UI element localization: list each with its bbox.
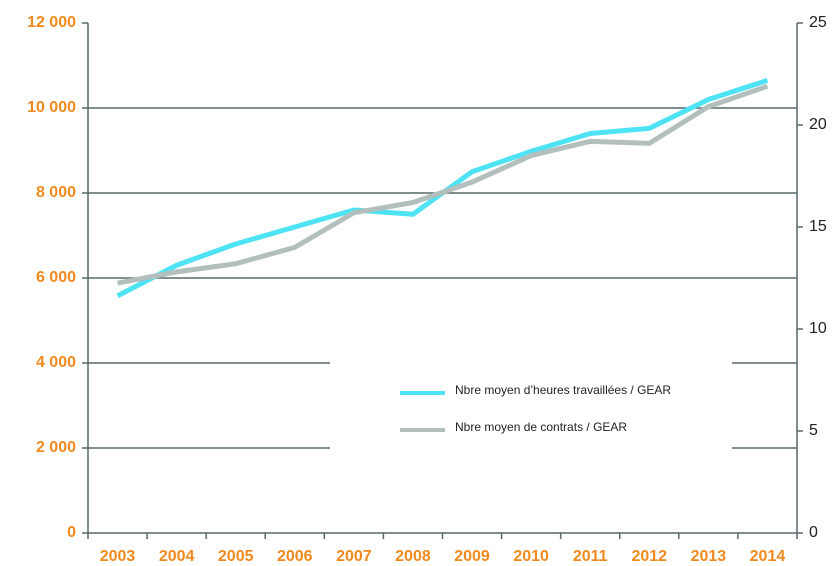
y2-tick-label: 25 <box>809 14 827 31</box>
y-tick-label: 6 000 <box>36 269 76 286</box>
y-tick-label: 0 <box>67 524 76 541</box>
x-tick-label: 2010 <box>513 548 549 565</box>
legend-label: Nbre moyen de contrats / GEAR <box>455 420 627 434</box>
x-tick-label: 2011 <box>573 548 608 565</box>
legend-label: Nbre moyen d’heures travaillées / GEAR <box>455 383 671 397</box>
x-tick-label: 2007 <box>336 548 372 565</box>
x-tick-label: 2004 <box>159 548 195 565</box>
y-tick-label: 4 000 <box>36 354 76 371</box>
x-tick-label: 2009 <box>454 548 490 565</box>
series-line <box>117 83 769 286</box>
x-tick-label: 2013 <box>691 548 727 565</box>
x-tick-label: 2008 <box>395 548 431 565</box>
y2-tick-label: 5 <box>809 422 818 439</box>
y2-tick-label: 20 <box>809 116 827 133</box>
x-tick-label: 2005 <box>218 548 254 565</box>
x-tick-label: 2006 <box>277 548 313 565</box>
y-tick-label: 10 000 <box>27 99 76 116</box>
y2-tick-label: 10 <box>809 320 827 337</box>
y-tick-label: 12 000 <box>27 14 76 31</box>
y2-tick-label: 0 <box>809 524 818 541</box>
y-tick-label: 8 000 <box>36 184 76 201</box>
y-tick-label: 2 000 <box>36 439 76 456</box>
x-tick-label: 2014 <box>750 548 786 565</box>
y2-tick-label: 15 <box>809 218 827 235</box>
series-line <box>116 77 769 299</box>
legend-box <box>330 345 732 470</box>
x-tick-label: 2003 <box>100 548 136 565</box>
x-tick-label: 2012 <box>631 548 667 565</box>
